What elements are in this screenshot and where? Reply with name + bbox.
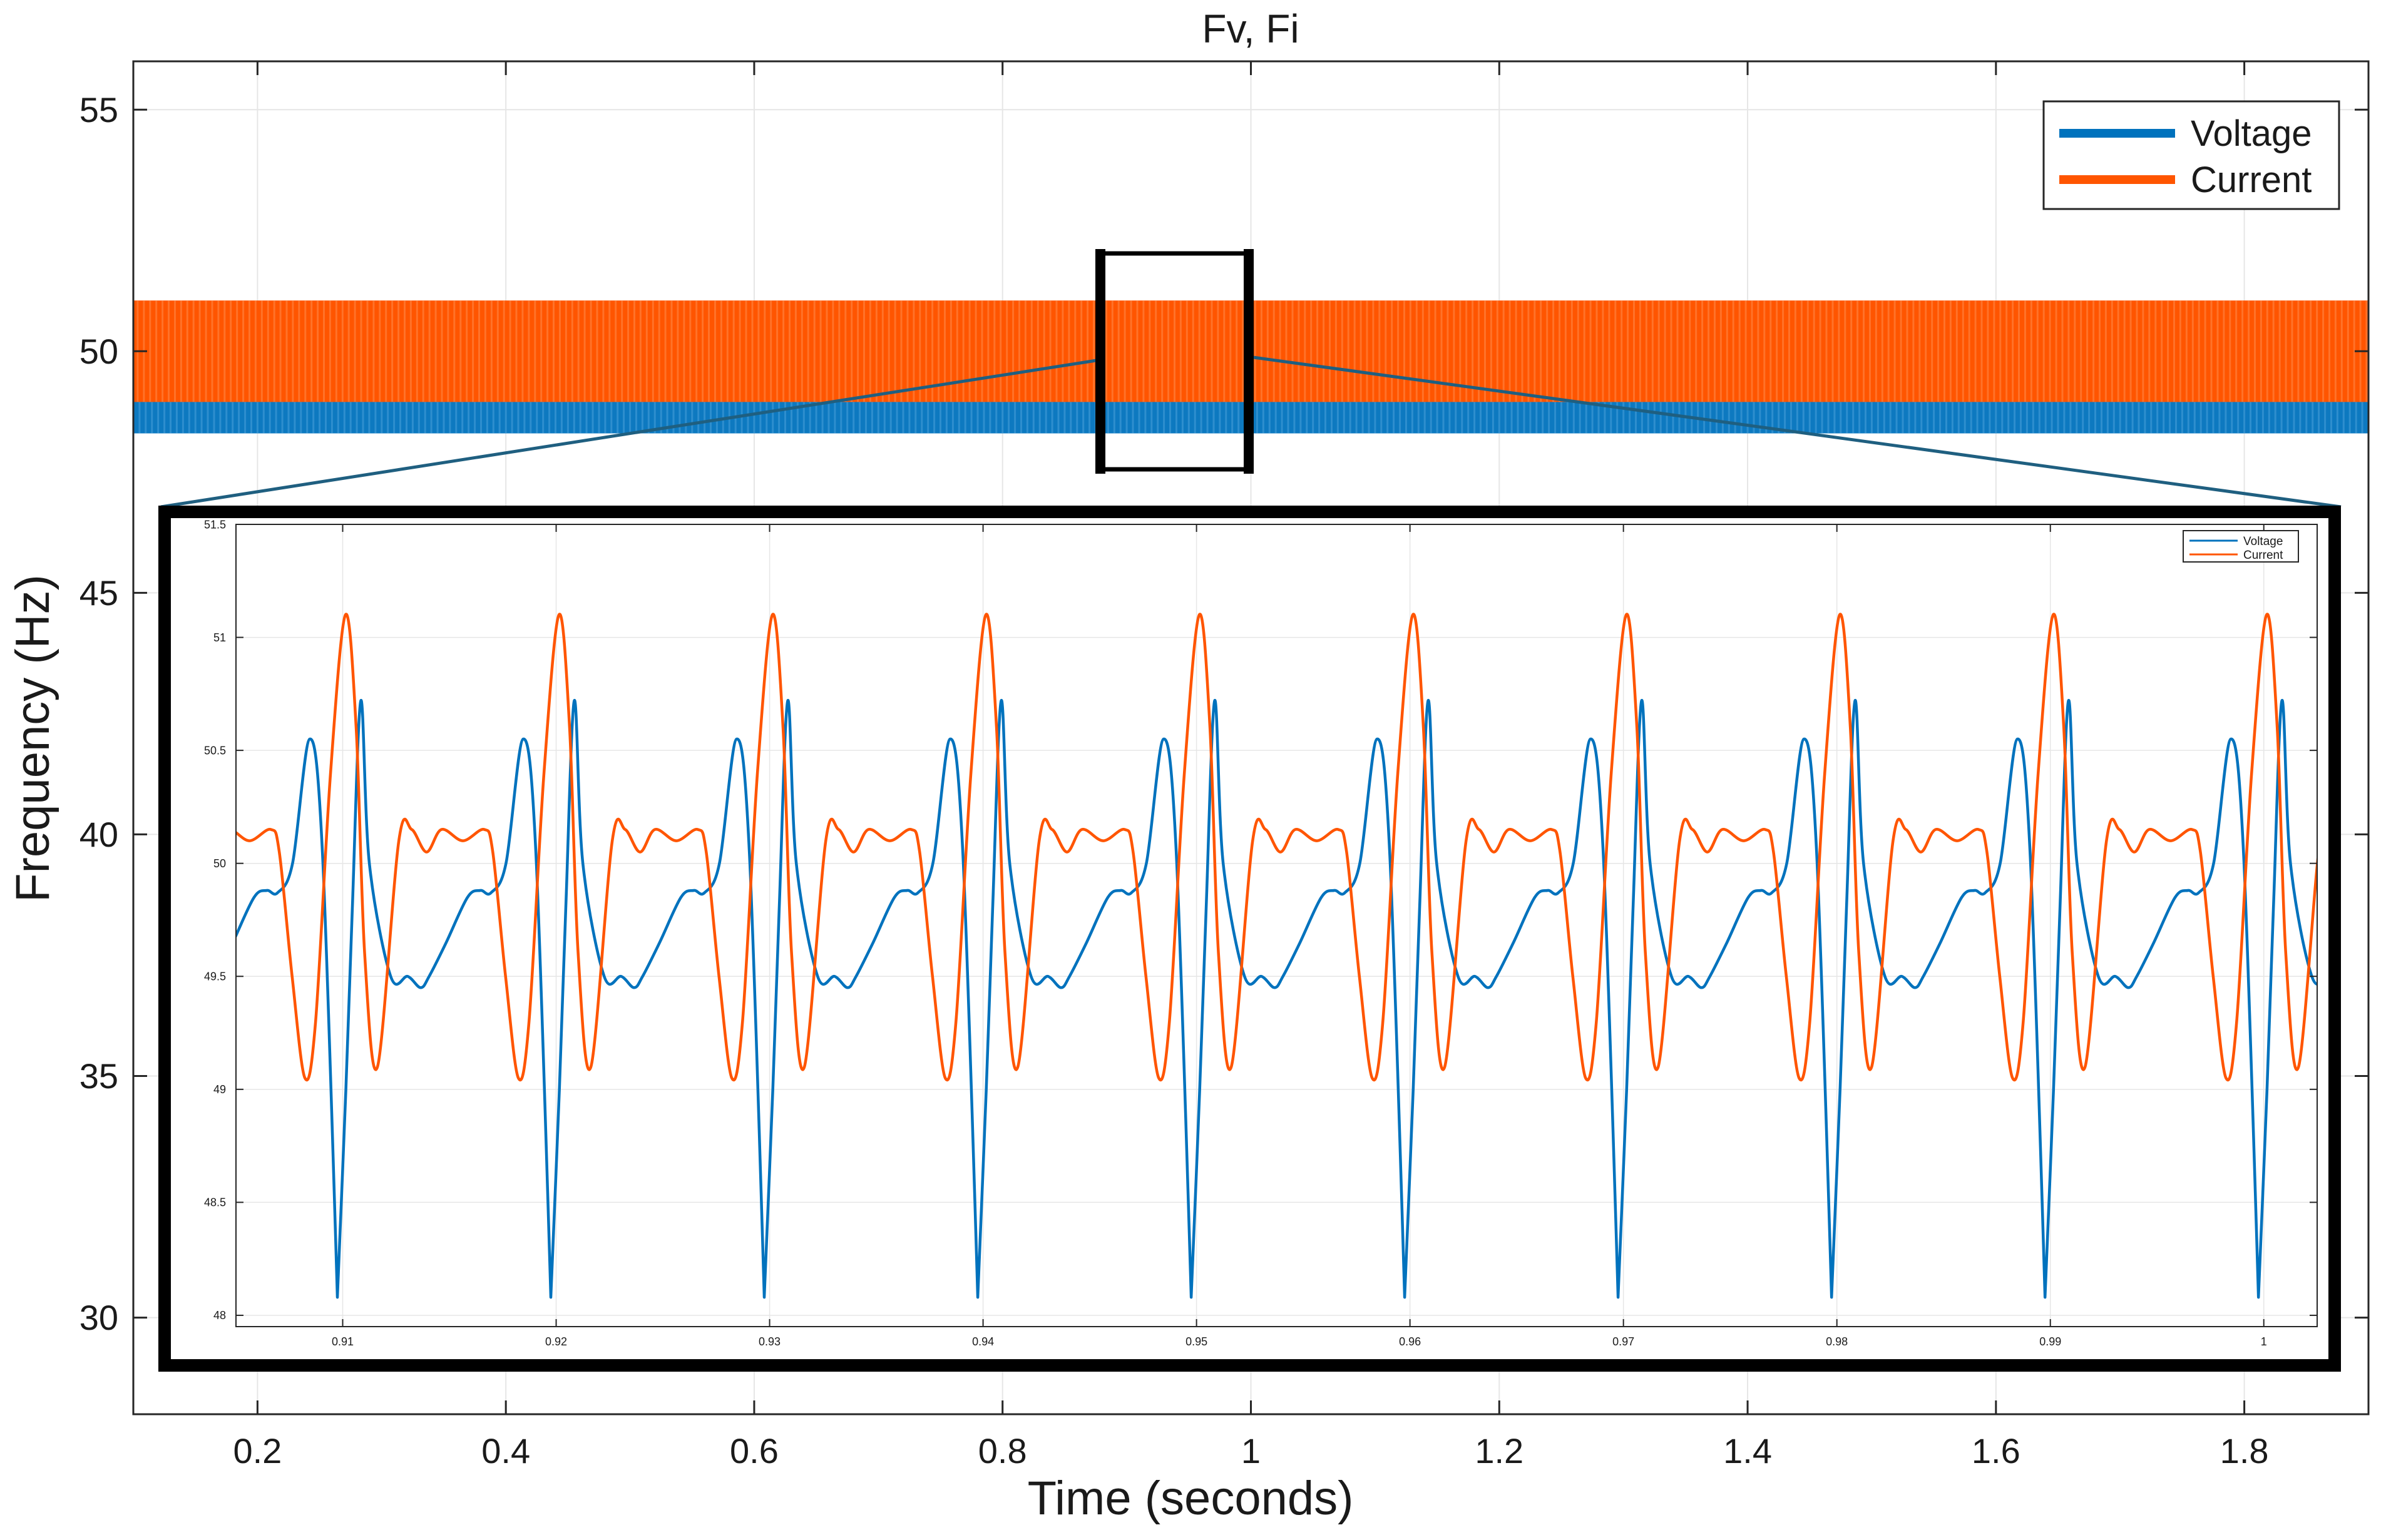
- x-tick-label: 0.98: [1826, 1335, 1848, 1348]
- y-tick-label: 50.5: [204, 744, 226, 757]
- y-tick-label: 40: [79, 815, 118, 854]
- zoom-connector-right: [1248, 355, 2342, 509]
- y-tick-label: 51.5: [204, 518, 226, 531]
- y-axis-label: Frequency (Hz): [6, 574, 59, 902]
- inset-series-group: [236, 613, 2317, 1299]
- x-tick-label: 0.95: [1185, 1335, 1207, 1348]
- y-tick-label: 50: [79, 332, 118, 371]
- y-tick-label: 30: [79, 1298, 118, 1337]
- inset-tick-marks: [236, 524, 2317, 1327]
- inset-plot: 0.91 0.92 0.93 0.94 0.95 0.96 0.97 0.98 0.99 1 48 4…: [158, 506, 2341, 1372]
- y-tick-label: 35: [79, 1056, 118, 1096]
- inset-series-current-line: [236, 613, 2317, 1082]
- zoom-callout: [160, 249, 2342, 509]
- y-tick-label: 49: [213, 1083, 226, 1096]
- x-tick-label: 1: [1241, 1431, 1261, 1471]
- y-tick-label: 51: [213, 631, 226, 644]
- inset-series-voltage-line: [236, 699, 2317, 1299]
- main-tick-labels: 0.2 0.4 0.6 0.8 1 1.2 1.4 1.6 1.8 30 35 40 45 50 55: [79, 90, 2269, 1471]
- x-tick-label: 0.4: [481, 1431, 530, 1471]
- legend-current-label: Current: [2191, 160, 2312, 200]
- inset-tick-labels: 0.91 0.92 0.93 0.94 0.95 0.96 0.97 0.98 0.99 1 48 4…: [204, 518, 2267, 1348]
- y-tick-label: 48.5: [204, 1196, 226, 1209]
- x-tick-label: 0.8: [978, 1431, 1027, 1471]
- main-tick-marks: [133, 61, 2368, 1414]
- x-tick-label: 1.6: [1972, 1431, 2020, 1471]
- x-tick-label: 1.2: [1475, 1431, 1523, 1471]
- x-tick-label: 1: [2261, 1335, 2267, 1348]
- x-axis-label: Time (seconds): [1028, 1472, 1354, 1525]
- inset-legend-current-label: Current: [2243, 549, 2283, 562]
- legend-inset: Voltage Current: [2183, 530, 2299, 563]
- inset-axes-box: [235, 524, 2318, 1327]
- x-tick-label: 0.94: [972, 1335, 994, 1348]
- x-tick-label: 0.93: [759, 1335, 781, 1348]
- y-tick-label: 55: [79, 90, 118, 130]
- x-tick-label: 0.92: [545, 1335, 567, 1348]
- x-tick-label: 0.99: [2039, 1335, 2061, 1348]
- legend-main: Voltage Current: [2042, 100, 2340, 210]
- y-tick-label: 48: [213, 1309, 226, 1322]
- x-tick-label: 0.97: [1612, 1335, 1634, 1348]
- inset-legend-box: [2183, 530, 2299, 563]
- legend-voltage-label: Voltage: [2191, 113, 2312, 154]
- x-tick-label: 0.96: [1399, 1335, 1421, 1348]
- y-tick-label: 49.5: [204, 971, 226, 983]
- x-tick-label: 0.2: [233, 1431, 282, 1471]
- x-tick-label: 0.91: [332, 1335, 354, 1348]
- inset-legend-voltage-label: Voltage: [2243, 535, 2283, 548]
- chart-title: Fv, Fi: [1202, 6, 1299, 51]
- inset-plot-area: [236, 524, 2317, 1327]
- zoom-connector-left: [160, 358, 1101, 509]
- y-tick-label: 50: [213, 857, 226, 870]
- legend-box: [2042, 100, 2340, 210]
- x-tick-label: 1.8: [2220, 1431, 2269, 1471]
- x-tick-label: 1.4: [1723, 1431, 1772, 1471]
- x-tick-label: 0.6: [730, 1431, 779, 1471]
- y-tick-label: 45: [79, 573, 118, 613]
